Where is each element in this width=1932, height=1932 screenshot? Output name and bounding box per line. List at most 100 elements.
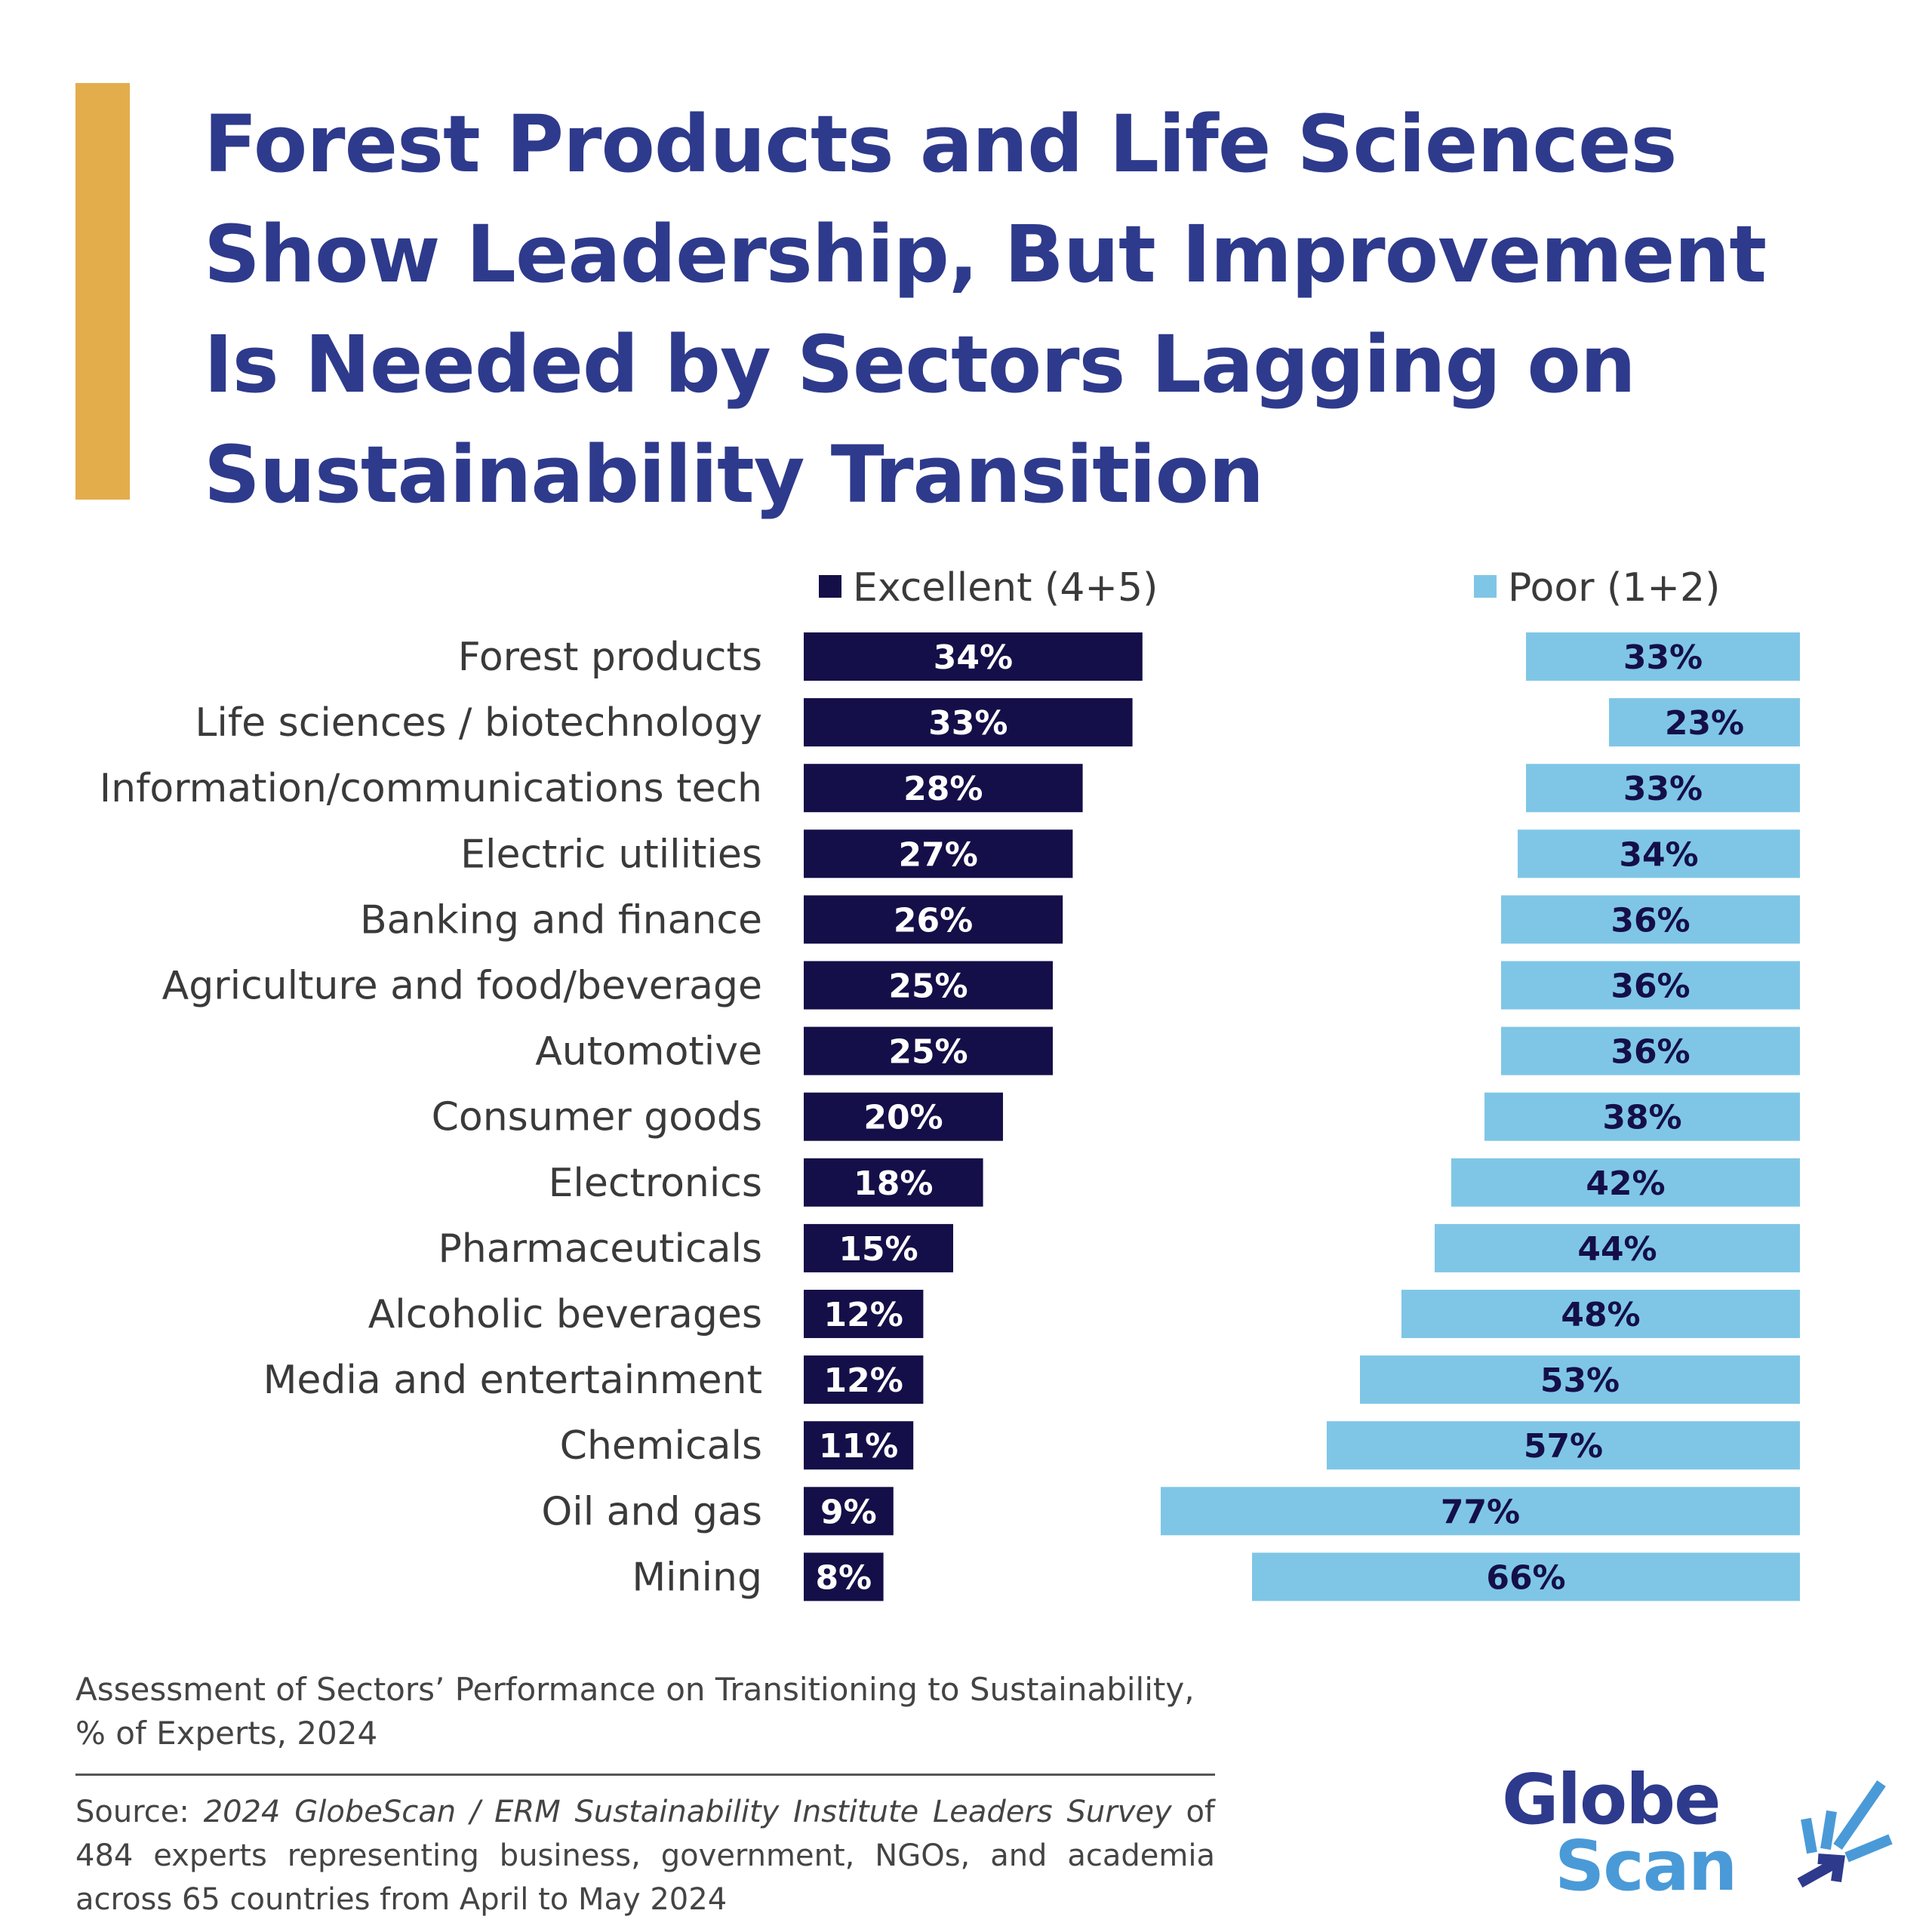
bar-excellent <box>804 1223 953 1272</box>
chart-row: Electronics 18% 42% <box>549 1158 1800 1207</box>
value-label-excellent: 27% <box>899 835 978 874</box>
chart-row: Alcoholic beverages 12% 48% <box>368 1290 1800 1338</box>
value-label-excellent: 9% <box>820 1493 877 1531</box>
bar-excellent <box>804 698 1133 747</box>
source-survey-name: 2024 GlobeScan / ERM Sustainability Inst… <box>203 1795 1172 1829</box>
category-label: Consumer goods <box>432 1095 762 1140</box>
legend-swatch-poor <box>1474 575 1497 598</box>
bar-poor <box>1501 895 1800 944</box>
bar-poor <box>1451 1158 1800 1207</box>
value-label-poor: 66% <box>1486 1558 1565 1597</box>
chart-row: Consumer goods 20% 38% <box>432 1092 1800 1141</box>
category-label: Information/communications tech <box>100 766 762 811</box>
value-label-excellent: 12% <box>824 1361 903 1400</box>
category-label: Life sciences / biotechnology <box>195 700 762 746</box>
value-label-excellent: 33% <box>928 704 1008 743</box>
bar-excellent <box>804 895 1063 944</box>
category-label: Mining <box>632 1555 762 1600</box>
value-label-excellent: 18% <box>854 1164 933 1203</box>
chart-row: Electric utilities 27% 34% <box>460 829 1800 878</box>
bar-excellent <box>804 632 1143 681</box>
bar-poor <box>1526 632 1800 681</box>
bar-poor <box>1435 1223 1800 1272</box>
category-label: Media and entertainment <box>263 1358 762 1403</box>
chart-row: Information/communications tech 28% 33% <box>100 764 1800 813</box>
value-label-poor: 33% <box>1623 638 1703 677</box>
title-accent-bar <box>75 83 130 500</box>
value-label-poor: 36% <box>1611 968 1690 1006</box>
bar-excellent <box>804 1290 924 1338</box>
category-label: Electric utilities <box>460 832 762 877</box>
source-note: Source: 2024 GlobeScan / ERM Sustainabil… <box>75 1790 1215 1921</box>
chart-row: Media and entertainment 12% 53% <box>263 1355 1800 1404</box>
logo-text-globe: Globe <box>1502 1759 1721 1840</box>
chart-row: Mining 8% 66% <box>632 1552 1800 1601</box>
value-label-poor: 53% <box>1540 1361 1620 1400</box>
globescan-logo: Globe Scan <box>1502 1762 1909 1913</box>
legend-label-poor: Poor (1+2) <box>1508 565 1720 611</box>
value-label-poor: 77% <box>1441 1493 1520 1531</box>
source-prefix: Source: <box>75 1795 204 1829</box>
bar-poor <box>1526 764 1800 813</box>
bar-poor <box>1161 1487 1800 1536</box>
chart-legend: Excellent (4+5) Poor (1+2) <box>819 565 1720 611</box>
chart-row: Agriculture and food/beverage 25% 36% <box>162 961 1800 1010</box>
bar-excellent <box>804 1487 894 1536</box>
value-label-poor: 34% <box>1619 835 1698 874</box>
category-label: Alcoholic beverages <box>368 1292 762 1337</box>
bar-excellent <box>804 1158 983 1207</box>
value-label-poor: 38% <box>1602 1099 1681 1137</box>
legend-label-excellent: Excellent (4+5) <box>853 565 1158 611</box>
bar-poor <box>1252 1552 1800 1601</box>
category-label: Automotive <box>535 1029 762 1075</box>
chart-row: Life sciences / biotechnology 33% 23% <box>195 698 1800 747</box>
value-label-excellent: 8% <box>815 1558 872 1597</box>
bar-poor <box>1518 829 1800 878</box>
chart-subtitle: Assessment of Sectors’ Performance on Tr… <box>75 1671 1195 1752</box>
bar-poor <box>1484 1092 1800 1141</box>
bar-excellent <box>804 1026 1053 1075</box>
legend-swatch-excellent <box>819 575 841 598</box>
chart-row: Chemicals 11% 57% <box>560 1421 1800 1470</box>
value-label-poor: 44% <box>1577 1230 1657 1269</box>
bar-excellent <box>804 1355 924 1404</box>
chart-row: Banking and finance 26% 36% <box>360 895 1800 944</box>
bar-poor <box>1609 698 1800 747</box>
value-label-poor: 48% <box>1561 1296 1640 1334</box>
value-label-poor: 36% <box>1611 1033 1690 1072</box>
value-label-excellent: 26% <box>894 901 973 940</box>
value-label-poor: 36% <box>1611 901 1690 940</box>
bar-excellent <box>804 829 1073 878</box>
chart-row: Forest products 34% 33% <box>458 632 1800 681</box>
value-label-poor: 57% <box>1524 1427 1603 1466</box>
page-title: Forest Products and Life Sciences Show L… <box>204 98 1767 521</box>
bar-excellent <box>804 1092 1003 1141</box>
value-label-excellent: 25% <box>888 968 968 1006</box>
chart-row: Automotive 25% 36% <box>535 1026 1800 1075</box>
value-label-poor: 42% <box>1586 1164 1665 1203</box>
source-details: of 484 experts representing business, go… <box>75 1795 1216 1917</box>
value-label-excellent: 34% <box>934 638 1013 677</box>
value-label-excellent: 11% <box>819 1427 898 1466</box>
bar-poor <box>1327 1421 1800 1470</box>
category-label: Pharmaceuticals <box>438 1226 762 1272</box>
value-label-excellent: 20% <box>863 1099 943 1137</box>
bar-excellent <box>804 1421 914 1470</box>
bar-excellent <box>804 764 1083 813</box>
value-label-excellent: 28% <box>903 770 983 808</box>
value-label-excellent: 12% <box>824 1296 903 1334</box>
value-label-excellent: 15% <box>838 1230 918 1269</box>
category-label: Agriculture and food/beverage <box>162 964 762 1009</box>
chart-rows: Forest products 34% 33% Life sciences / bio… <box>100 632 1800 1601</box>
category-label: Forest products <box>458 635 762 680</box>
category-label: Oil and gas <box>541 1489 762 1534</box>
chart-row: Oil and gas 9% 77% <box>541 1487 1800 1536</box>
sector-bar-chart: Excellent (4+5) Poor (1+2) Forest product… <box>100 565 1800 1601</box>
bar-poor <box>1501 961 1800 1010</box>
bar-poor <box>1360 1355 1800 1404</box>
category-label: Chemicals <box>560 1423 762 1469</box>
value-label-poor: 33% <box>1623 770 1703 808</box>
logo-text-scan: Scan <box>1555 1826 1737 1906</box>
bar-excellent <box>804 1552 884 1601</box>
bar-poor <box>1501 1026 1800 1075</box>
